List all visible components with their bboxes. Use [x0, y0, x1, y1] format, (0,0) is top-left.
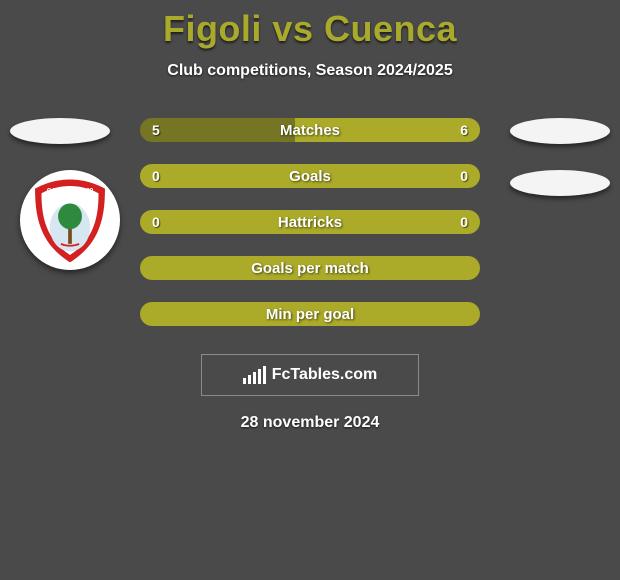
stat-row-hattricks: 0 Hattricks 0	[140, 210, 480, 234]
stat-label: Matches	[280, 122, 340, 139]
stat-value-right: 0	[460, 210, 468, 234]
stat-row-goals-per-match: Goals per match	[140, 256, 480, 280]
crest-text: CARPI FC 1909	[47, 187, 94, 194]
stat-label: Goals	[289, 168, 331, 185]
stat-label: Goals per match	[251, 260, 369, 277]
date-text: 28 november 2024	[0, 414, 620, 432]
stat-value-left: 5	[152, 118, 160, 142]
club-right-crest-placeholder	[510, 170, 610, 196]
stat-value-right: 0	[460, 164, 468, 188]
stat-bars: 5 Matches 6 0 Goals 0 0 Hattricks 0 Goal…	[140, 118, 480, 348]
stat-value-left: 0	[152, 210, 160, 234]
watermark-text: FcTables.com	[272, 366, 378, 384]
stat-row-min-per-goal: Min per goal	[140, 302, 480, 326]
stat-seg-left	[140, 164, 310, 188]
bar-icon	[243, 378, 246, 384]
player-right-avatar-placeholder	[510, 118, 610, 144]
bars-icon	[243, 366, 266, 384]
player-left-avatar-placeholder	[10, 118, 110, 144]
bar-icon	[258, 369, 261, 384]
stat-seg-left	[140, 118, 295, 142]
page-title: Figoli vs Cuenca	[0, 8, 620, 50]
stat-row-matches: 5 Matches 6	[140, 118, 480, 142]
page-subtitle: Club competitions, Season 2024/2025	[0, 62, 620, 80]
stat-seg-right	[310, 164, 480, 188]
bar-icon	[248, 375, 251, 384]
tree-foliage-icon	[58, 203, 82, 229]
club-left-crest: CARPI FC 1909	[20, 170, 120, 270]
stat-value-left: 0	[152, 164, 160, 188]
watermark: FcTables.com	[201, 354, 419, 396]
stat-row-goals: 0 Goals 0	[140, 164, 480, 188]
bar-icon	[263, 366, 266, 384]
stat-value-right: 6	[460, 118, 468, 142]
stat-label: Min per goal	[266, 306, 354, 323]
stat-label: Hattricks	[278, 214, 342, 231]
shield-icon: CARPI FC 1909	[24, 174, 116, 266]
bar-icon	[253, 372, 256, 384]
